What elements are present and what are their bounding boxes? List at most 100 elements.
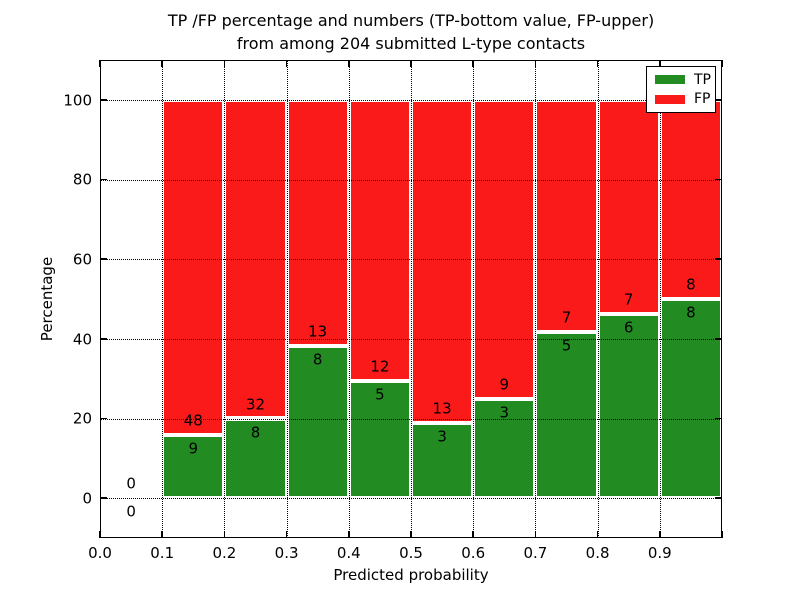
tp-count-label: 8 xyxy=(312,350,323,369)
y-tick-right xyxy=(715,178,722,181)
v-gridline xyxy=(535,60,537,538)
fp-count-label: 13 xyxy=(432,399,452,418)
x-tick-top xyxy=(472,60,474,67)
tp-count-label: 0 xyxy=(126,502,136,521)
chart-title-line1: TP /FP percentage and numbers (TP-bottom… xyxy=(167,11,655,30)
fp-bar-segment xyxy=(473,99,536,399)
x-tick-label: 0.7 xyxy=(523,544,548,562)
x-tick-label: 0.4 xyxy=(336,544,361,562)
y-tick-left xyxy=(100,178,107,181)
x-tick-bottom xyxy=(99,531,101,538)
tp-bar-segment xyxy=(535,332,598,499)
tp-bar-segment xyxy=(597,314,660,499)
tp-bar-segment xyxy=(348,381,411,499)
x-tick-bottom xyxy=(285,531,288,538)
x-tick-label: 0.3 xyxy=(274,544,299,562)
fp-count-label: 8 xyxy=(686,275,696,294)
x-tick-label: 0.8 xyxy=(585,544,610,562)
y-tick-left xyxy=(100,338,107,340)
y-tick-right xyxy=(715,99,722,101)
v-gridline xyxy=(348,60,350,538)
tp-bar-segment xyxy=(286,346,349,499)
y-tick-right xyxy=(715,338,722,340)
y-tick-right xyxy=(715,497,722,499)
tp-count-label: 3 xyxy=(437,427,447,446)
fp-count-label: 7 xyxy=(623,290,634,309)
y-tick-label: 80 xyxy=(72,170,92,189)
legend-row-tp: TP xyxy=(655,73,715,87)
fp-bar-segment xyxy=(286,99,349,347)
y-tick-left xyxy=(100,497,107,499)
y-tick-label: 20 xyxy=(72,409,92,428)
plot-area: 0 0 48 9 32 8 13 8 12 5 13 3 9 3 7 5 7 6 8 8 TP FP xyxy=(99,60,723,538)
tp-bar-segment xyxy=(224,418,287,499)
tp-count-label: 3 xyxy=(499,403,510,422)
x-tick-label: 0.9 xyxy=(647,544,672,562)
y-axis-label: Percentage xyxy=(38,256,56,342)
x-tick-top xyxy=(161,60,163,67)
x-tick-bottom xyxy=(410,531,412,538)
y-tick-left xyxy=(100,417,107,420)
x-tick-bottom xyxy=(721,531,723,538)
x-tick-top xyxy=(721,60,723,67)
tp-bar-segment xyxy=(659,299,722,499)
y-tick-label: 60 xyxy=(72,250,92,269)
fp-bar-segment xyxy=(348,99,411,381)
x-tick-bottom xyxy=(534,531,537,538)
tp-count-label: 8 xyxy=(686,303,696,322)
fp-bar-segment xyxy=(597,99,660,315)
grid-layer xyxy=(100,60,722,538)
chart-title-line2: from among 204 submitted L-type contacts xyxy=(236,34,586,53)
x-tick-label: 0.5 xyxy=(399,544,423,562)
count-labels-layer: 0 0 48 9 32 8 13 8 12 5 13 3 9 3 7 5 7 6 8 8 xyxy=(100,60,722,538)
y-tick-left xyxy=(100,258,107,260)
tp-legend-label: TP xyxy=(694,71,711,88)
x-tick-bottom xyxy=(223,531,226,538)
fp-bar-segment xyxy=(411,99,474,424)
x-tick-top xyxy=(223,60,226,67)
x-tick-top xyxy=(410,60,412,67)
v-gridline xyxy=(224,60,226,538)
x-tick-bottom xyxy=(659,531,661,538)
fp-bar-segment xyxy=(659,99,722,299)
fp-legend-swatch xyxy=(655,94,685,104)
tp-bar-segment xyxy=(162,435,225,499)
x-tick-label: 0.2 xyxy=(212,544,237,562)
x-tick-top xyxy=(534,60,537,67)
tp-count-label: 5 xyxy=(561,336,572,355)
y-tick-left xyxy=(100,99,107,101)
tp-bar-segment xyxy=(411,423,474,499)
tp-count-label: 5 xyxy=(375,385,385,404)
x-tick-bottom xyxy=(472,531,474,538)
chart-title: TP /FP percentage and numbers (TP-bottom… xyxy=(100,9,722,55)
fp-legend-label: FP xyxy=(694,91,711,108)
fp-bar-segment xyxy=(162,99,225,436)
y-tick-label: 100 xyxy=(63,91,92,110)
v-gridline xyxy=(411,60,412,538)
v-gridline xyxy=(473,60,475,538)
fp-count-label: 48 xyxy=(183,411,203,430)
v-gridline xyxy=(597,60,599,538)
y-tick-right xyxy=(715,417,722,420)
x-tick-label: 0.0 xyxy=(88,544,112,562)
fp-count-label: 9 xyxy=(499,375,510,394)
x-tick-label: 0.1 xyxy=(150,544,175,562)
y-tick-label: 0 xyxy=(82,489,92,508)
y-tick-right xyxy=(715,258,722,260)
tp-count-label: 8 xyxy=(250,423,261,441)
tp-count-label: 6 xyxy=(623,318,634,337)
legend-row-fp: FP xyxy=(655,92,715,106)
tick-marks-layer xyxy=(99,60,723,538)
fp-count-label: 32 xyxy=(245,395,266,413)
x-tick-bottom xyxy=(161,531,163,538)
fp-count-label: 12 xyxy=(370,357,390,376)
x-tick-top xyxy=(285,60,288,67)
x-tick-top xyxy=(99,60,101,67)
v-gridline xyxy=(659,60,661,538)
v-gridline xyxy=(162,60,164,538)
x-tick-bottom xyxy=(348,531,350,538)
y-tick-label: 40 xyxy=(72,330,92,349)
tp-bar-segment xyxy=(473,398,536,499)
fp-count-label: 7 xyxy=(561,308,572,327)
